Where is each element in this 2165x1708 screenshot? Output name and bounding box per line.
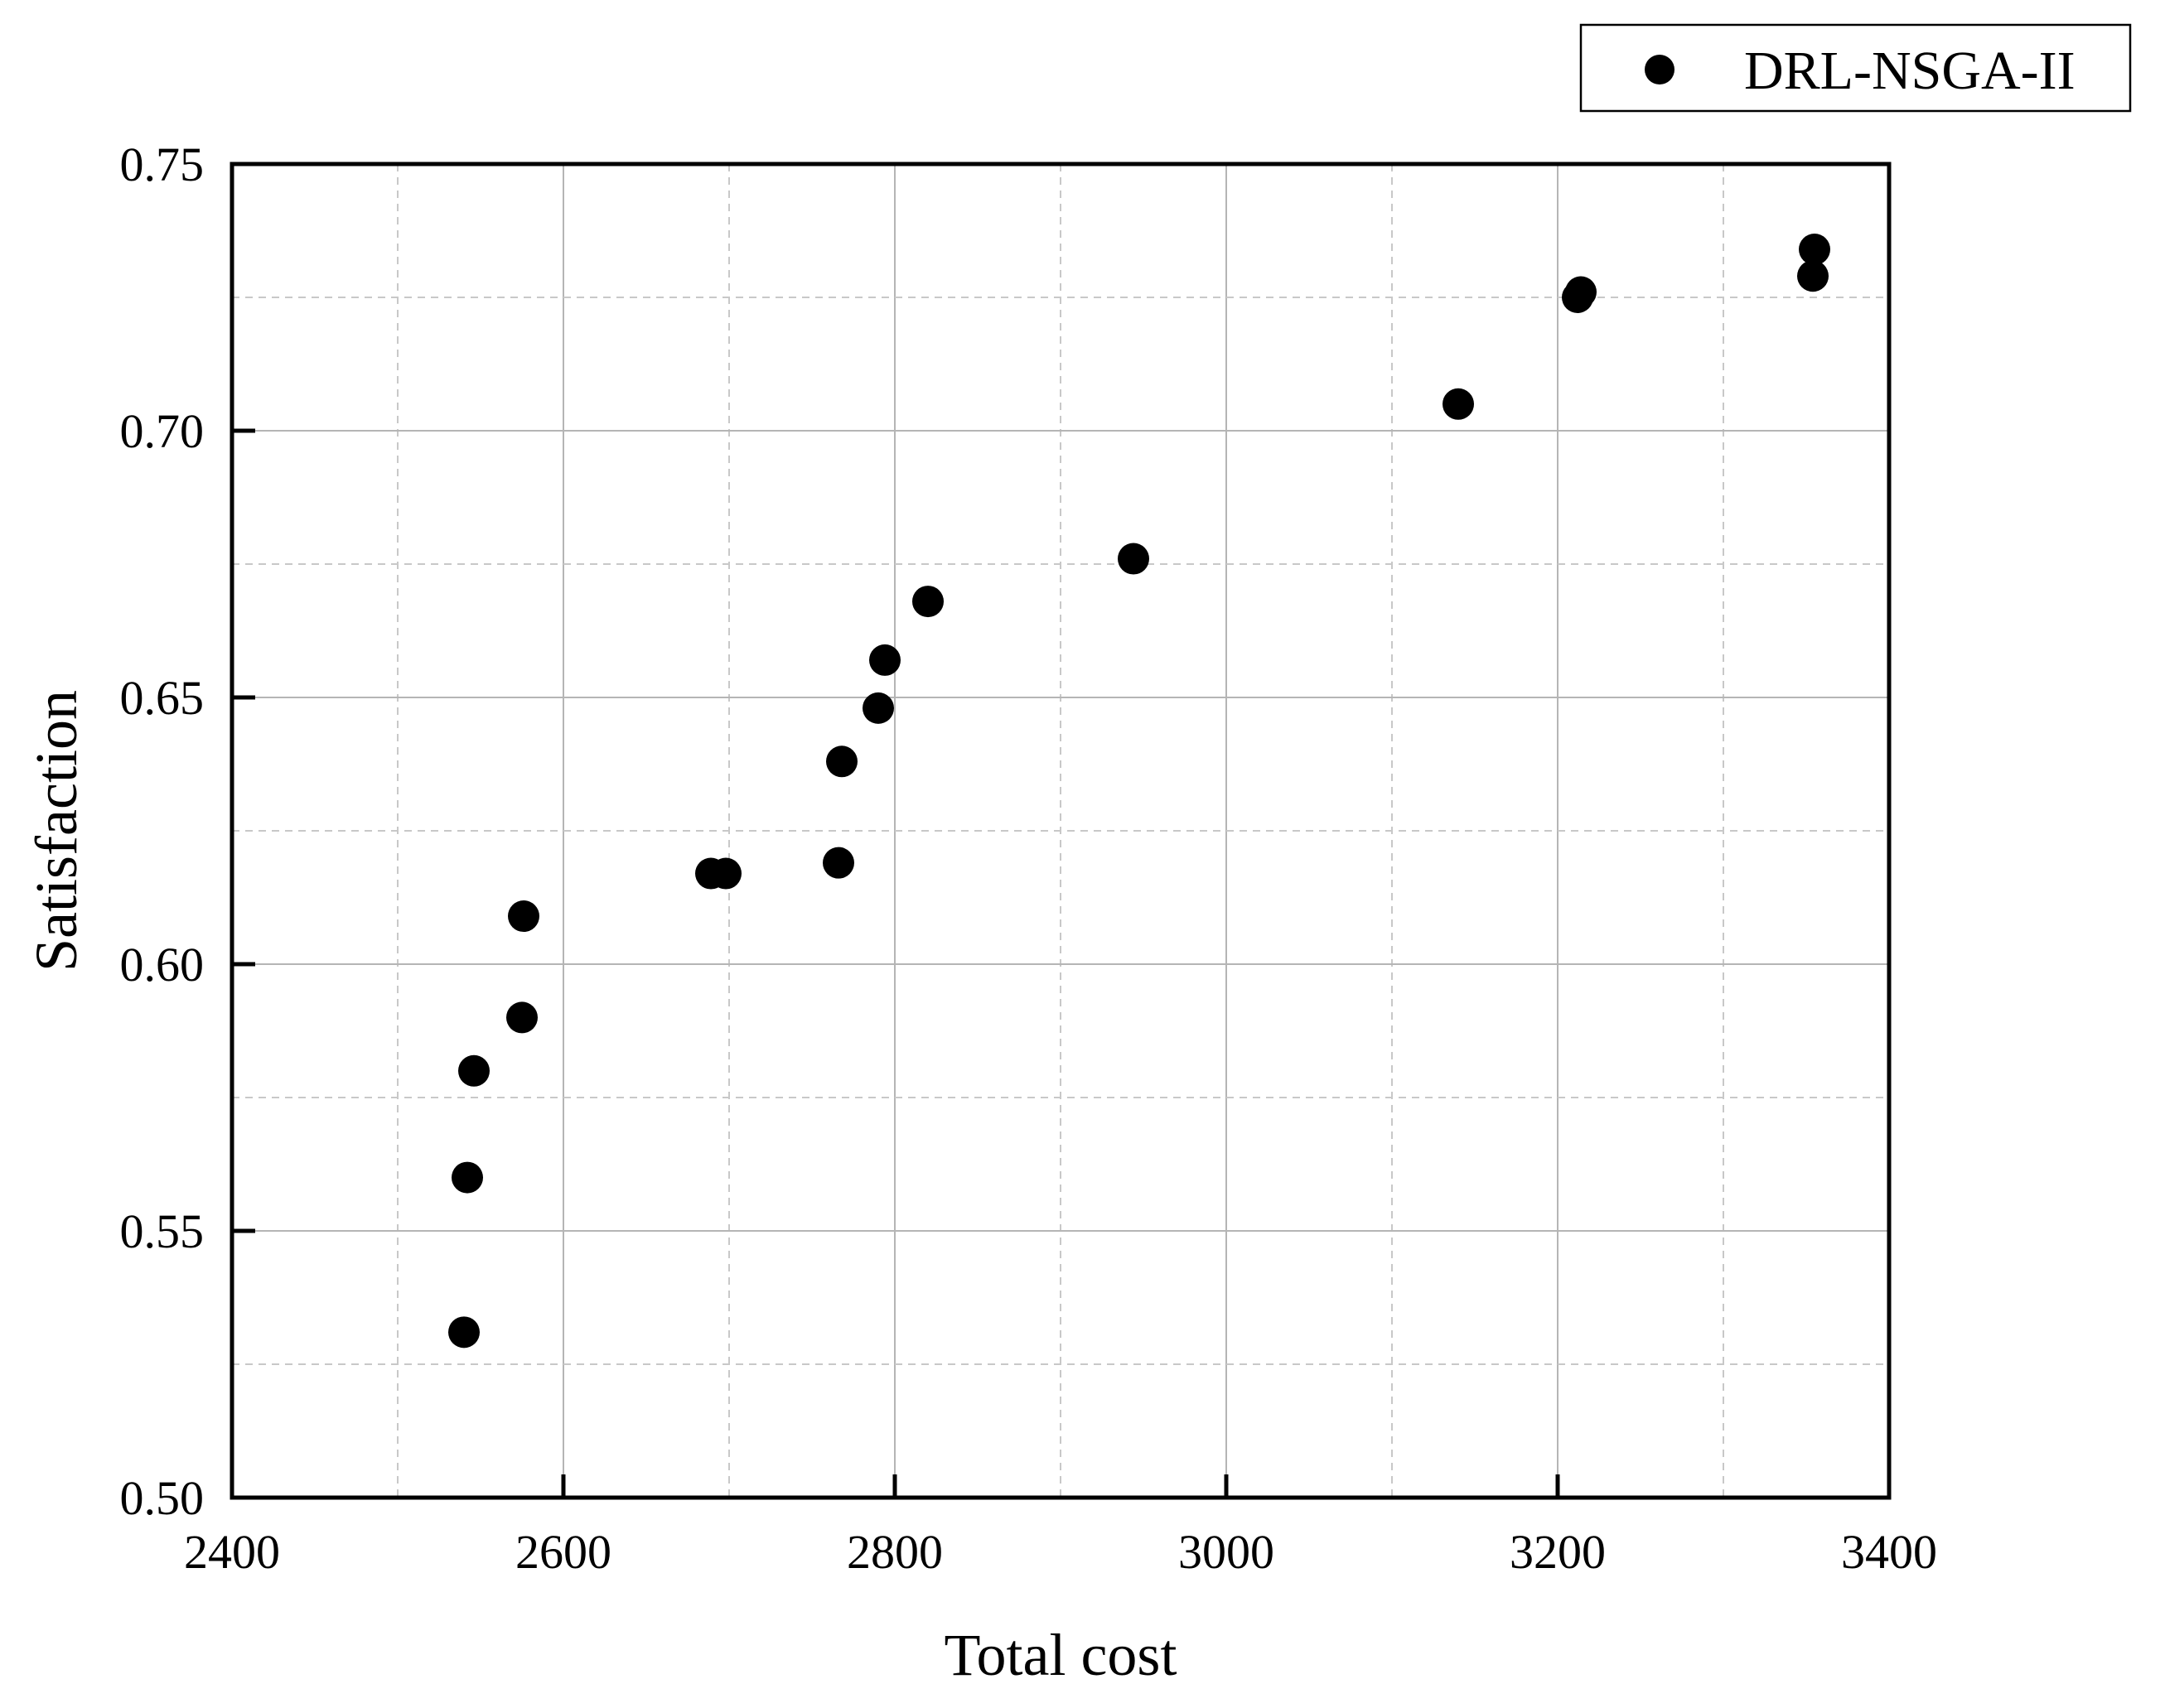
x-axis-title: Total cost: [945, 1622, 1177, 1688]
y-tick-label: 0.65: [120, 671, 205, 725]
data-point: [823, 847, 854, 879]
data-point: [452, 1161, 483, 1194]
data-point: [1799, 234, 1830, 266]
x-tick-label: 2800: [847, 1525, 943, 1579]
data-point: [1797, 260, 1829, 292]
data-point: [710, 857, 742, 890]
data-point: [826, 745, 858, 778]
data-point: [863, 692, 894, 724]
x-tick-label: 3200: [1510, 1525, 1606, 1579]
y-axis-tick-labels: 0.50 0.55 0.60 0.65 0.70 0.75: [120, 138, 205, 1525]
x-axis-tick-labels: 2400 2600 2800 3000 3200 3400: [184, 1525, 1937, 1579]
y-tick-label: 0.70: [120, 404, 205, 458]
legend: DRL-NSGA-II: [1579, 23, 2132, 113]
y-tick-label: 0.75: [120, 138, 205, 191]
plot-area-frame: [230, 162, 1892, 1500]
data-point: [1443, 388, 1474, 420]
legend-marker-drl-nsga-ii: [1645, 55, 1674, 84]
data-point: [508, 900, 539, 933]
data-point: [448, 1316, 480, 1349]
y-tick-label: 0.50: [120, 1471, 205, 1525]
axis-ticks: [230, 162, 1892, 1500]
data-point: [506, 1001, 538, 1034]
data-point: [912, 586, 944, 618]
x-tick-label: 2600: [515, 1525, 611, 1579]
legend-label-drl-nsga-ii: DRL-NSGA-II: [1744, 41, 2076, 101]
y-tick-label: 0.60: [120, 938, 205, 992]
data-point: [1565, 276, 1597, 308]
data-point: [869, 644, 901, 676]
y-axis-title: Satisfaction: [23, 690, 89, 972]
x-tick-label: 3000: [1178, 1525, 1274, 1579]
x-tick-label: 2400: [184, 1525, 280, 1579]
y-tick-label: 0.55: [120, 1204, 205, 1258]
data-points: [448, 234, 1830, 1349]
data-point: [1118, 543, 1149, 575]
data-point: [458, 1054, 490, 1087]
x-tick-label: 3400: [1841, 1525, 1937, 1579]
grid-lines: [232, 164, 1889, 1498]
